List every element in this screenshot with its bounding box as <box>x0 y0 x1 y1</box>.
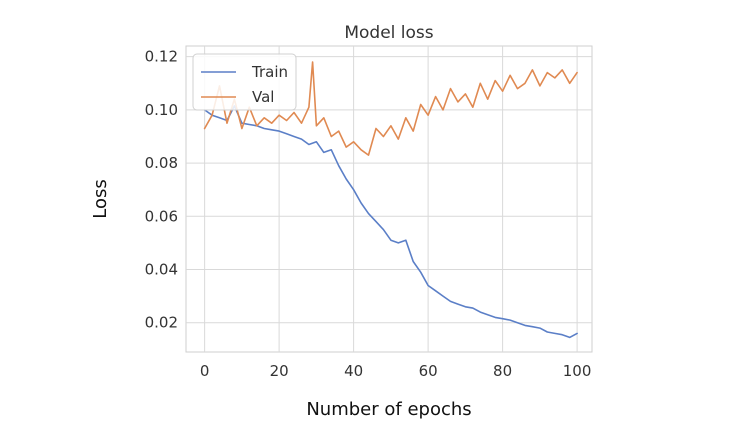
y-axis-label: Loss <box>90 179 111 218</box>
series-line-val <box>203 61 578 156</box>
x-tick-labels: 0 20 40 60 80 100 <box>200 362 592 380</box>
legend-label-val: Val <box>252 88 274 106</box>
y-tick-labels: 0.02 0.04 0.06 0.08 0.10 0.12 <box>145 48 178 332</box>
y-tick-label: 0.08 <box>145 154 178 172</box>
chart-title: Model loss <box>344 23 433 43</box>
x-tick-label: 20 <box>270 362 289 380</box>
legend-label-train: Train <box>251 63 288 81</box>
series-line-train <box>203 105 578 339</box>
x-tick-label: 40 <box>344 362 363 380</box>
legend-box <box>192 53 297 111</box>
series-group <box>203 61 578 339</box>
y-tick-label: 0.12 <box>145 48 178 66</box>
y-tick-label: 0.06 <box>145 207 178 225</box>
x-axis-label: Number of epochs <box>306 399 471 420</box>
y-tick-label: 0.02 <box>145 314 178 332</box>
y-tick-label: 0.04 <box>145 261 178 279</box>
y-tick-label: 0.10 <box>145 101 178 119</box>
x-tick-label: 60 <box>419 362 438 380</box>
x-tick-label: 80 <box>493 362 512 380</box>
legend: Train Val <box>192 53 297 111</box>
x-tick-label: 0 <box>200 362 210 380</box>
x-tick-label: 100 <box>563 362 592 380</box>
